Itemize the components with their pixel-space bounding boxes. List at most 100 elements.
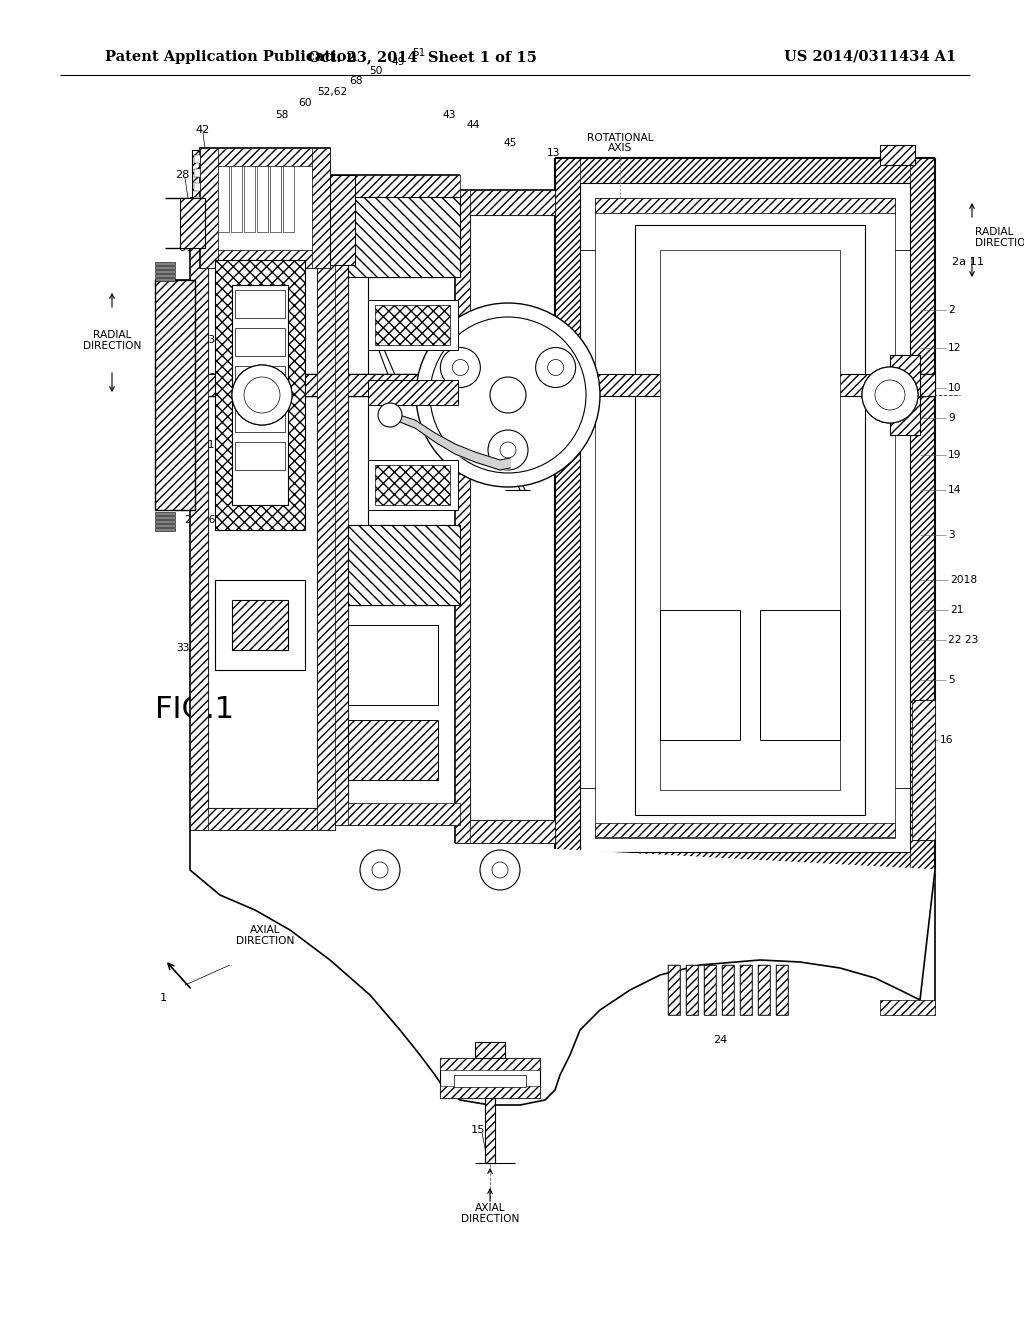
Bar (234, 366, 285, 393)
Bar (455, 820, 555, 843)
Text: 52,62: 52,62 (316, 87, 347, 96)
Text: 3: 3 (948, 531, 954, 540)
Bar (234, 290, 285, 318)
Bar (776, 965, 788, 1015)
Bar (668, 965, 680, 1015)
Circle shape (372, 862, 388, 878)
Text: 2a 11: 2a 11 (952, 257, 984, 267)
Bar (368, 380, 458, 405)
Bar (283, 166, 294, 232)
Bar (595, 822, 895, 837)
Circle shape (874, 380, 905, 411)
Bar (232, 285, 288, 506)
Bar (595, 198, 895, 838)
Text: 24: 24 (713, 1035, 727, 1045)
Bar (910, 158, 935, 875)
Bar (740, 965, 752, 1015)
Text: RADIAL: RADIAL (975, 227, 1014, 238)
Bar (776, 965, 788, 1015)
Circle shape (490, 378, 526, 413)
Text: 14: 14 (948, 484, 962, 495)
Bar (375, 465, 450, 506)
Text: DIRECTION: DIRECTION (461, 1214, 519, 1224)
Bar (912, 700, 935, 840)
Text: 61 59: 61 59 (179, 243, 211, 253)
Text: 43: 43 (442, 110, 456, 120)
Bar (155, 271, 175, 273)
Bar (200, 148, 330, 166)
Bar (722, 965, 734, 1015)
Bar (330, 176, 348, 825)
Bar (595, 198, 895, 213)
Bar (740, 965, 752, 1015)
Text: AXIS: AXIS (608, 143, 632, 153)
Bar (890, 355, 920, 436)
Text: 22 23: 22 23 (948, 635, 978, 645)
Text: 58: 58 (275, 110, 289, 120)
Circle shape (536, 347, 575, 388)
Text: 6: 6 (417, 970, 424, 979)
Text: DIRECTION: DIRECTION (83, 341, 141, 351)
Bar (200, 249, 330, 268)
Text: FIG.1: FIG.1 (155, 696, 234, 725)
Bar (348, 525, 460, 605)
Bar (440, 1086, 540, 1098)
Bar (348, 525, 460, 605)
Bar (317, 198, 335, 830)
Bar (455, 190, 555, 215)
Text: 49: 49 (391, 57, 404, 67)
Bar (485, 1098, 495, 1163)
Bar (440, 1059, 540, 1071)
Circle shape (548, 359, 563, 375)
Text: 33: 33 (176, 643, 190, 653)
Text: 13: 13 (547, 148, 561, 158)
Text: 9: 9 (948, 413, 954, 422)
Circle shape (244, 378, 280, 413)
Bar (705, 965, 716, 1015)
Circle shape (232, 366, 292, 425)
Bar (348, 197, 460, 277)
Text: 25: 25 (245, 838, 258, 847)
Bar (155, 275, 175, 277)
Bar (758, 965, 770, 1015)
Bar (180, 198, 205, 248)
Bar (368, 300, 458, 350)
Bar (375, 305, 450, 345)
Bar (758, 965, 770, 1015)
Bar (155, 279, 175, 281)
Text: AXIAL: AXIAL (250, 925, 281, 935)
Bar (330, 176, 460, 197)
Bar (555, 158, 935, 183)
Text: 16: 16 (940, 735, 953, 744)
Bar (705, 965, 716, 1015)
Bar (155, 267, 175, 269)
Text: Patent Application Publication: Patent Application Publication (105, 50, 357, 63)
Text: 68: 68 (349, 77, 362, 86)
Text: 53 63: 53 63 (184, 335, 215, 345)
Text: 17: 17 (329, 875, 342, 884)
Bar (194, 183, 212, 191)
Text: Oct. 23, 2014  Sheet 1 of 15: Oct. 23, 2014 Sheet 1 of 15 (307, 50, 537, 63)
Text: 12: 12 (948, 343, 962, 352)
Text: 5: 5 (948, 675, 954, 685)
Bar (257, 166, 268, 232)
Circle shape (500, 442, 516, 458)
Polygon shape (190, 830, 935, 1105)
Text: 60: 60 (298, 98, 312, 108)
Circle shape (453, 359, 468, 375)
Bar (880, 1001, 935, 1015)
Bar (194, 169, 212, 177)
Circle shape (440, 347, 480, 388)
Bar (635, 224, 865, 814)
Bar (232, 601, 288, 649)
Text: US 2014/0311434 A1: US 2014/0311434 A1 (784, 50, 956, 63)
Text: 28: 28 (175, 170, 189, 180)
Bar (155, 524, 175, 527)
Bar (270, 166, 281, 232)
Bar (660, 249, 840, 789)
Bar (686, 965, 698, 1015)
Text: 2018: 2018 (950, 576, 977, 585)
Text: 44: 44 (466, 120, 480, 129)
Bar (155, 261, 175, 265)
Text: 7: 7 (228, 813, 234, 822)
